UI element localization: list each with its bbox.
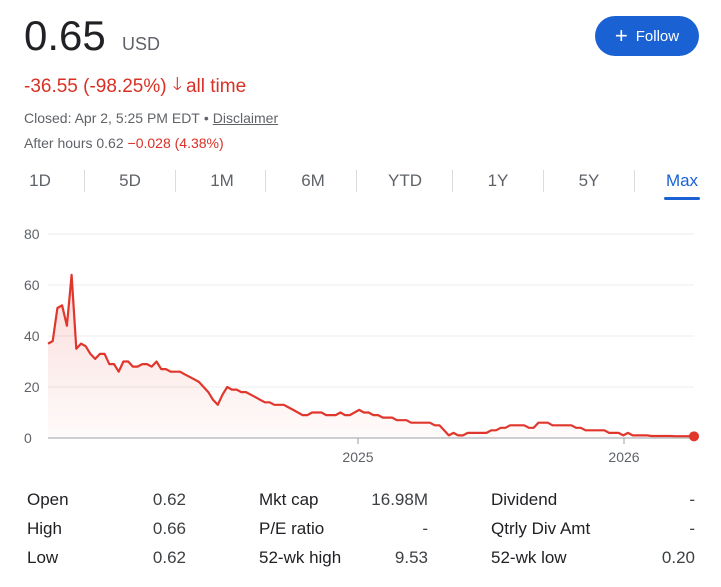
stat-value: - xyxy=(689,519,695,538)
after-hours: After hours 0.62 −0.028 (4.38%) xyxy=(24,135,224,151)
tab-max[interactable]: Max xyxy=(664,168,700,200)
y-tick-label: 40 xyxy=(24,328,40,344)
stat-label: 52-wk high xyxy=(259,548,342,567)
tab-5d[interactable]: 5D xyxy=(110,168,150,196)
x-tick-label: 2026 xyxy=(608,449,639,462)
tab-divider xyxy=(543,170,544,192)
stat-label: P/E ratio xyxy=(259,519,325,538)
stat-label: High xyxy=(27,519,62,538)
stat-label: Qtrly Div Amt xyxy=(491,519,591,538)
tab-divider xyxy=(634,170,635,192)
tab-6m[interactable]: 6M xyxy=(292,168,334,196)
plus-icon: + xyxy=(614,23,628,48)
tab-5y[interactable]: 5Y xyxy=(569,168,609,196)
tab-label: Max xyxy=(665,171,699,190)
after-hours-change: −0.028 (4.38%) xyxy=(127,135,224,151)
tab-label: 5D xyxy=(119,171,141,190)
y-tick-label: 80 xyxy=(24,226,40,242)
y-tick-label: 60 xyxy=(24,277,40,293)
price-chart[interactable]: 80 60 40 20 0 2025 2026 xyxy=(0,222,721,462)
x-tick-label: 2025 xyxy=(342,449,373,462)
tab-1d[interactable]: 1D xyxy=(20,168,60,196)
active-tab-indicator xyxy=(664,197,700,200)
tab-label: 1Y xyxy=(487,171,509,190)
stat-value: 0.62 xyxy=(152,548,186,567)
price-line xyxy=(47,273,695,438)
tab-1y[interactable]: 1Y xyxy=(478,168,518,196)
price-change: -36.55 (-98.25%) 🡓 all time xyxy=(24,72,246,102)
stat-label: Mkt cap xyxy=(259,490,319,509)
tab-divider xyxy=(175,170,176,192)
stat-label: Dividend xyxy=(491,490,558,509)
stat-value: 16.98M xyxy=(371,490,428,509)
stat-value: 0.66 xyxy=(152,519,186,538)
range-tabs: 1D 5D 1M 6M YTD 1Y 5Y Max xyxy=(0,168,721,200)
stat-value: 0.20 xyxy=(661,548,695,567)
follow-label: Follow xyxy=(635,27,680,45)
disclaimer-link[interactable]: Disclaimer xyxy=(212,110,279,126)
separator: • xyxy=(203,110,209,126)
tab-label: 5Y xyxy=(578,171,600,190)
stat-value: 0.62 xyxy=(152,490,186,509)
y-tick-label: 20 xyxy=(24,379,40,395)
x-axis-ticks: 2025 2026 xyxy=(342,438,640,462)
price-area-fill xyxy=(48,274,694,438)
stat-value: - xyxy=(422,519,428,538)
closed-time: Closed: Apr 2, 5:25 PM EDT xyxy=(24,110,200,126)
stat-label: 52-wk low xyxy=(491,548,567,567)
after-hours-label: After hours 0.62 xyxy=(24,135,124,151)
arrow-down-icon: 🡓 xyxy=(172,74,182,94)
tab-label: 6M xyxy=(301,171,325,190)
stat-label: Low xyxy=(27,548,59,567)
stat-value: - xyxy=(689,490,695,509)
stat-label: Open xyxy=(27,490,69,509)
y-tick-label: 0 xyxy=(24,430,32,446)
last-price-marker xyxy=(689,431,699,442)
tab-label: YTD xyxy=(388,171,422,190)
market-status: Closed: Apr 2, 5:25 PM EDT • Disclaimer xyxy=(24,110,278,126)
tab-divider xyxy=(265,170,266,192)
change-value: -36.55 (-98.25%) xyxy=(24,76,167,97)
tab-label: 1M xyxy=(210,171,234,190)
price-value: 0.65 xyxy=(24,12,106,59)
tab-divider xyxy=(452,170,453,192)
stat-value: 9.53 xyxy=(394,548,428,567)
tab-ytd[interactable]: YTD xyxy=(382,168,428,196)
tab-label: 1D xyxy=(29,171,51,190)
currency-label: USD xyxy=(122,34,161,54)
tab-divider xyxy=(84,170,85,192)
tab-1m[interactable]: 1M xyxy=(200,168,244,196)
tab-divider xyxy=(356,170,357,192)
follow-button[interactable]: + Follow xyxy=(595,16,699,56)
change-period: all time xyxy=(185,76,247,97)
y-axis-ticks: 80 60 40 20 0 xyxy=(24,226,40,446)
